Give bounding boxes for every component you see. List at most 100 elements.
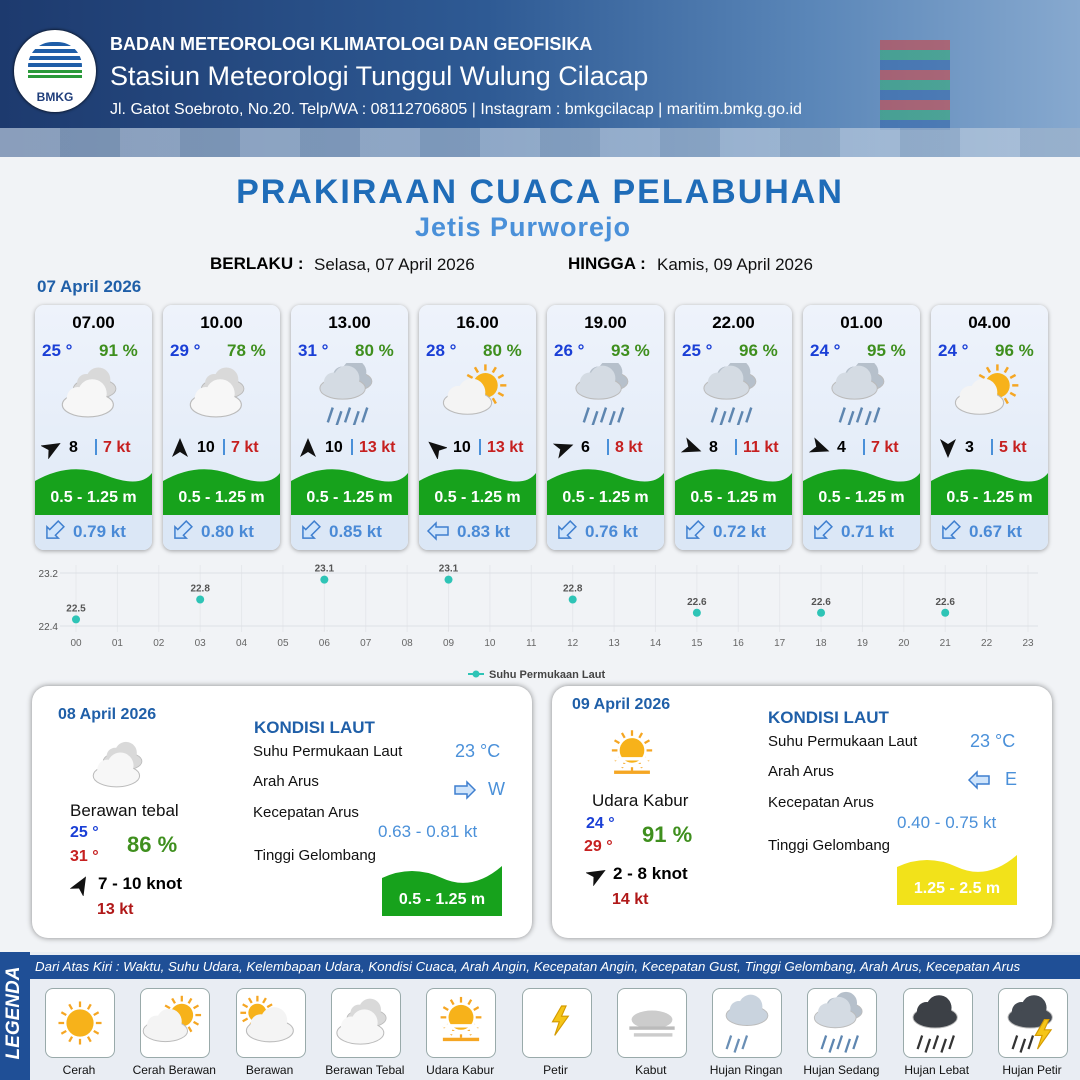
- legend-name: Berawan Tebal: [325, 1063, 405, 1077]
- icon-part: [864, 410, 872, 427]
- time: 22.00: [712, 313, 755, 332]
- icon-part: [838, 407, 846, 423]
- weather: Berawan tebal: [70, 801, 179, 820]
- icon-part: [675, 469, 792, 515]
- weather-icon: [953, 363, 1027, 430]
- current-direction: [452, 779, 478, 806]
- icon-part: [609, 730, 655, 774]
- point: [941, 608, 950, 617]
- icon-part: [633, 1033, 673, 1037]
- icon-part: [300, 438, 316, 457]
- icon-part: [814, 520, 833, 539]
- day-date: 09 April 2026: [572, 696, 671, 713]
- forecast-card: 13.00 31 ° 80 % 10 13 kt 0.5 - 1.25 m 0.85 kt: [291, 305, 408, 550]
- logo-text: BMKG: [36, 90, 74, 104]
- icon-part: [442, 378, 493, 415]
- x-tick-label: 01: [112, 638, 124, 649]
- temp-max: 29 °: [584, 838, 613, 855]
- icon-part: [631, 1010, 673, 1029]
- current-direction: [553, 520, 579, 547]
- icon-part: [550, 1005, 569, 1036]
- forecast-card: 19.00 26 ° 93 % 6 8 kt 0.5 - 1.25 m 0.76 kt: [547, 305, 664, 550]
- icon-part: [582, 407, 590, 423]
- icon-part: [192, 395, 240, 416]
- wind-direction: [680, 437, 703, 464]
- icon-part: [189, 379, 242, 418]
- icon-part: [58, 1001, 102, 1045]
- icon-part: [629, 1026, 675, 1030]
- temperature: 28 °: [426, 341, 457, 360]
- icon-part: [68, 1003, 74, 1010]
- temp-min: 25 °: [70, 824, 99, 841]
- icon-part: [828, 1038, 836, 1053]
- x-tick-label: 16: [733, 638, 745, 649]
- point: [320, 575, 329, 584]
- icon-part: [686, 520, 705, 539]
- legend-icon-box: [235, 988, 306, 1058]
- x-tick-label: 09: [443, 638, 455, 649]
- icon-part: [46, 520, 65, 539]
- icon-part: [614, 757, 650, 761]
- icon-part: [940, 439, 956, 458]
- icon-part: [454, 780, 477, 800]
- y-tick-label: 22.4: [39, 622, 59, 633]
- wind: 2 - 8 knot: [613, 864, 688, 883]
- wave-shape: [547, 463, 664, 520]
- icon-part: [820, 1035, 828, 1050]
- icon-part: [710, 407, 718, 423]
- icon-part: [954, 364, 1019, 415]
- wave-height: 0.5 - 1.25 m: [306, 489, 393, 506]
- icon-part: [163, 469, 280, 515]
- legend-desc-bar: [30, 955, 1080, 979]
- icon-part: [61, 379, 114, 418]
- icon-part: [831, 360, 885, 427]
- icon-part: [1034, 1019, 1053, 1050]
- icon-part: [491, 397, 497, 405]
- icon-part: [558, 520, 577, 539]
- icon-part: [491, 366, 497, 374]
- x-tick-label: 18: [815, 638, 827, 649]
- icon-part: [547, 469, 664, 515]
- data-label: 23.1: [439, 564, 459, 575]
- wave-height: 0.5 - 1.25 m: [818, 489, 905, 506]
- separator: [607, 439, 609, 455]
- data-label: 22.5: [66, 603, 86, 614]
- icon-part: [978, 373, 986, 380]
- icon-part: [450, 999, 455, 1006]
- icon-part: [814, 520, 833, 539]
- icon-part: [143, 995, 202, 1043]
- icon-part: [745, 407, 753, 423]
- legend-marker: [472, 670, 480, 678]
- current-speed: 0.76 kt: [585, 522, 638, 541]
- icon-part: [241, 1017, 248, 1023]
- icon-part: [443, 1024, 480, 1028]
- separator: [479, 439, 481, 455]
- icon-part: [245, 1007, 294, 1043]
- icon-part: [736, 410, 744, 427]
- icon-part: [241, 1003, 248, 1009]
- icon-part: [1009, 391, 1017, 397]
- time: 16.00: [456, 313, 499, 332]
- wind-speed: 8: [69, 439, 78, 456]
- separator: [863, 439, 865, 455]
- wind-speed: 10: [197, 439, 215, 456]
- wind-direction: [69, 874, 92, 901]
- temperature: 25 °: [42, 341, 73, 360]
- icon-part: [163, 469, 280, 515]
- legend-label: Suhu Permukaan Laut: [489, 669, 605, 681]
- point: [817, 608, 826, 617]
- agency: BADAN METEOROLOGI KLIMATOLOGI DAN GEOFIS…: [110, 34, 593, 54]
- icon-part: [319, 360, 373, 427]
- sea-label: Suhu Permukaan Laut: [253, 743, 403, 760]
- gust: 13 kt: [359, 439, 396, 456]
- x-tick-label: 05: [277, 638, 289, 649]
- icon-part: [931, 469, 1048, 515]
- day-date: 08 April 2026: [58, 706, 157, 723]
- sea-label: Suhu Permukaan Laut: [768, 733, 918, 750]
- icon-part: [92, 741, 143, 788]
- icon-part: [248, 1022, 291, 1041]
- icon-part: [419, 469, 536, 515]
- humidity: 91 %: [99, 341, 138, 360]
- forecast-card: 16.00 28 ° 80 % 10 13 kt 0.5 - 1.25 m 0.83 kt: [419, 305, 536, 550]
- icon-part: [629, 1010, 675, 1037]
